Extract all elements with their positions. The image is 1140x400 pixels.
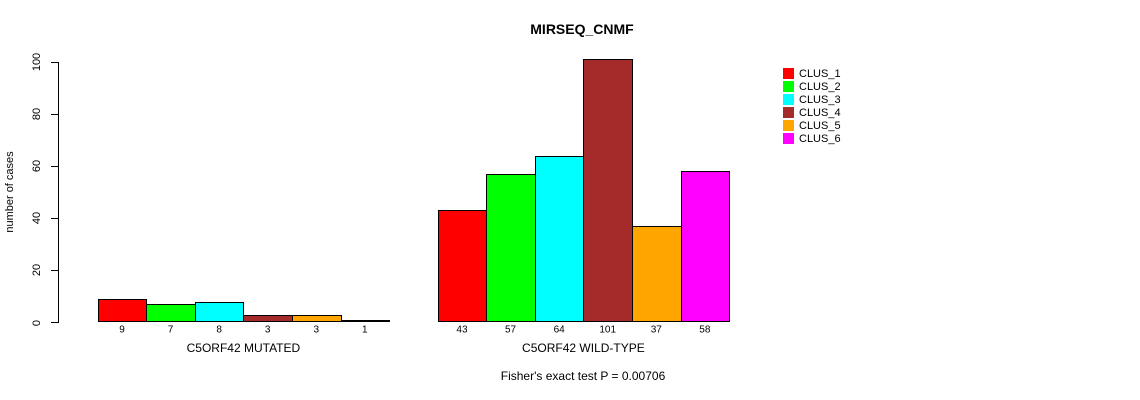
y-axis-tick	[51, 61, 58, 63]
bar-clus_3	[194, 301, 245, 323]
y-axis-tick-label: 60	[31, 160, 43, 173]
bar-value-label: 9	[119, 324, 125, 336]
bar-value-label: 37	[650, 324, 662, 336]
bar-value-label: 7	[167, 324, 174, 336]
bar-clus_1	[97, 299, 148, 323]
y-axis-tick	[51, 217, 58, 219]
bar-clus_6	[340, 319, 391, 323]
bar-value-label: 43	[456, 324, 468, 336]
chart-title: MIRSEQ_CNMF	[530, 21, 634, 37]
group-label: C5ORF42 WILD-TYPE	[522, 341, 645, 355]
legend-label: CLUS_4	[799, 106, 841, 119]
bar-clus_3	[534, 155, 585, 323]
bar-clus_4	[583, 59, 633, 323]
legend-label: CLUS_2	[799, 80, 841, 93]
bar-clus_2	[146, 304, 196, 323]
bar-value-label: 1	[362, 324, 368, 336]
bar-value-label: 64	[553, 324, 565, 336]
y-axis-tick-label: 80	[31, 107, 43, 121]
legend-label: CLUS_5	[799, 119, 841, 132]
y-axis-tick-label: 40	[31, 212, 43, 225]
fisher-test-annotation: Fisher's exact test P = 0.00706	[500, 369, 666, 383]
bar-value-label: 58	[699, 324, 711, 336]
y-axis-tick-label: 100	[31, 52, 43, 72]
bar-clus_1	[437, 210, 488, 323]
group-label: C5ORF42 MUTATED	[186, 341, 301, 355]
bar-clus_5	[291, 314, 342, 323]
y-axis-tick-label: 20	[31, 264, 43, 277]
bar-clus_5	[631, 226, 682, 323]
bar-value-label: 57	[504, 324, 517, 336]
bar-value-label: 8	[216, 324, 222, 336]
y-axis-tick-label: 0	[31, 319, 43, 326]
legend-label: CLUS_6	[799, 132, 841, 145]
bar-value-label: 101	[599, 324, 617, 336]
legend-swatch-clus_3	[783, 94, 794, 105]
legend-swatch-clus_5	[783, 120, 794, 131]
y-axis-title: number of cases	[4, 151, 16, 233]
bar-value-label: 3	[264, 324, 271, 336]
legend-label: CLUS_1	[799, 67, 841, 80]
bar-clus_6	[680, 171, 731, 323]
y-axis-line	[58, 62, 59, 323]
bar-clus_2	[486, 174, 536, 323]
legend-swatch-clus_1	[783, 68, 794, 79]
bar-value-label: 3	[313, 324, 320, 336]
legend-swatch-clus_6	[783, 133, 794, 144]
y-axis-tick	[51, 269, 58, 271]
y-axis-tick	[51, 165, 58, 167]
y-axis-tick	[51, 113, 58, 115]
y-axis-tick	[51, 322, 58, 323]
legend-swatch-clus_2	[783, 81, 794, 92]
legend-swatch-clus_4	[783, 107, 794, 118]
bar-clus_4	[243, 314, 293, 323]
legend-label: CLUS_3	[799, 93, 841, 106]
